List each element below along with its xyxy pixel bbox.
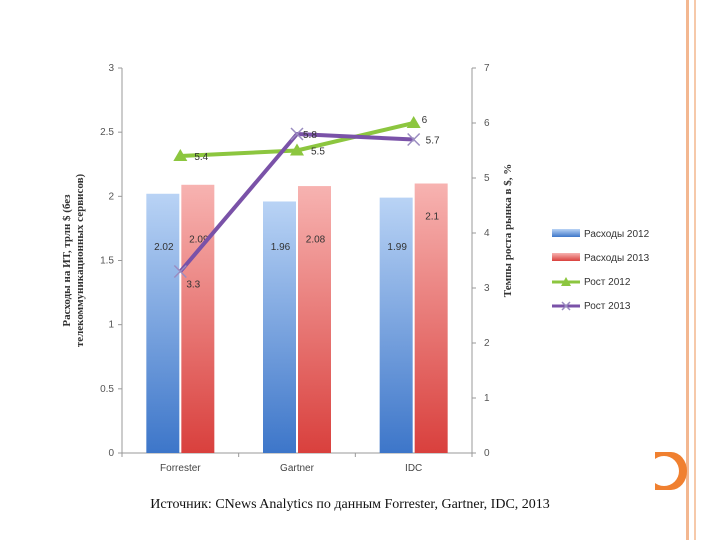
y-axis-title-left-line: телекоммуникационных сервисов)	[74, 173, 86, 347]
x-tick-label: Forrester	[160, 463, 201, 474]
legend-label: Рост 2012	[584, 277, 631, 288]
bar-2012	[379, 197, 413, 453]
point-marker-x	[407, 132, 421, 147]
point-marker-triangle	[290, 143, 304, 156]
legend-marker-triangle	[561, 277, 571, 286]
y-tick-label-right: 3	[484, 283, 490, 294]
bar-data-label: 2.09	[189, 235, 209, 246]
bar-2013	[414, 183, 448, 453]
legend-label: Рост 2013	[584, 301, 631, 312]
y-tick-label-left: 2	[108, 191, 114, 202]
bar-data-label: 2.02	[154, 242, 174, 253]
y-tick-label-right: 1	[484, 393, 490, 404]
bar-2013	[181, 184, 215, 454]
y-tick-label-right: 5	[484, 173, 490, 184]
legend-label: Расходы 2012	[584, 229, 650, 240]
y-tick-label-right: 6	[484, 118, 490, 129]
x-tick-label: IDC	[405, 463, 422, 474]
bar-data-label: 2.1	[425, 211, 439, 222]
line-data-label: 5.7	[426, 136, 440, 147]
bar-2013	[298, 186, 331, 454]
corner-arc-decoration	[649, 452, 687, 490]
y-tick-label-right: 2	[484, 338, 490, 349]
bar-data-label: 1.99	[387, 242, 407, 253]
y-axis-title-left: Расходы на ИТ, трлн $ (безтелекоммуникац…	[61, 173, 86, 347]
point-marker-triangle	[406, 116, 421, 128]
y-tick-label-right: 7	[484, 63, 490, 74]
x-tick-label: Gartner	[280, 463, 315, 474]
line-data-label: 5.4	[194, 152, 208, 163]
y-axis-title-left-line: Расходы на ИТ, трлн $ (без	[61, 194, 73, 327]
bar-data-label: 2.08	[306, 235, 326, 246]
line-data-label: 5.8	[303, 130, 317, 141]
point-marker-x	[290, 127, 304, 141]
bar-2012	[146, 193, 180, 453]
y-tick-label-left: 2.5	[100, 127, 114, 138]
y-tick-label-right: 0	[484, 448, 490, 459]
legend-swatch-bar	[552, 253, 580, 261]
slide-border	[686, 0, 720, 540]
line-data-label: 3.3	[186, 280, 200, 291]
point-marker-x	[173, 264, 187, 279]
y-tick-label-left: 1.5	[100, 256, 114, 267]
legend-marker-x	[561, 301, 571, 311]
legend-swatch-bar	[552, 229, 580, 237]
bar-2012	[263, 201, 296, 453]
y-tick-label-right: 4	[484, 228, 490, 239]
line-data-label: 6	[422, 115, 428, 126]
point-marker-triangle	[173, 149, 188, 161]
y-tick-label-left: 0.5	[100, 384, 114, 395]
source-caption: Источник: CNews Analytics по данным Forr…	[150, 497, 550, 512]
y-tick-label-left: 3	[108, 63, 114, 74]
legend-label: Расходы 2013	[584, 253, 650, 264]
bar-data-label: 1.96	[271, 242, 291, 253]
line-data-label: 5.5	[311, 147, 325, 158]
y-axis-title-right: Темпы роста рынка в $, %	[502, 164, 514, 297]
y-tick-label-left: 1	[108, 320, 114, 331]
y-tick-label-left: 0	[108, 448, 114, 459]
